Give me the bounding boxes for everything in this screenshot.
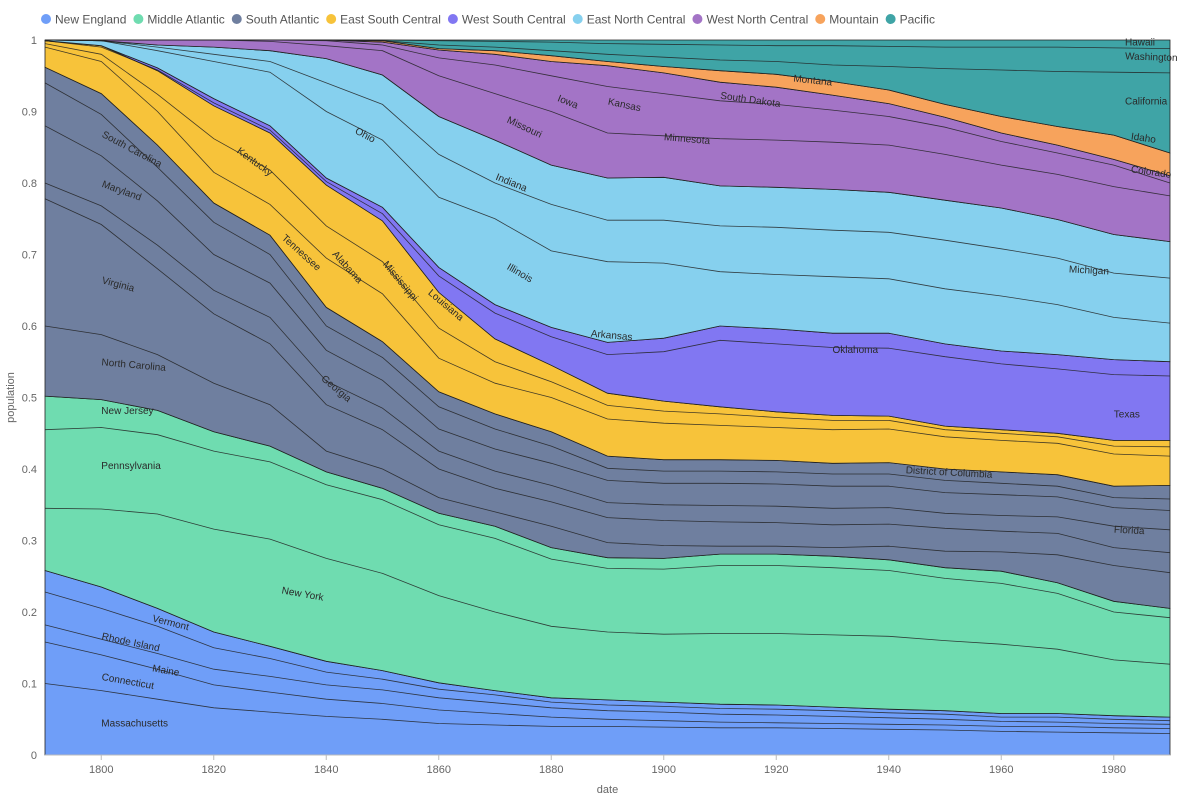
legend-label: New England (55, 13, 126, 27)
legend-label: West South Central (462, 13, 566, 27)
state-line-1 (44, 683, 1171, 734)
y-tick-label: 0 (31, 750, 37, 762)
label-district-of-columbia: District of Columbia (905, 465, 993, 481)
y-tick-label: 0.9 (22, 107, 37, 119)
legend-item-mountain[interactable]: Mountain (815, 13, 879, 27)
x-tick-label: 1840 (314, 764, 338, 776)
label-michigan: Michigan (1069, 264, 1110, 277)
x-tick-label: 1900 (652, 764, 676, 776)
legend-item-new-england[interactable]: New England (41, 13, 126, 27)
state-line-15 (44, 39, 1171, 324)
y-tick-label: 0.8 (22, 178, 37, 190)
state-line-10 (44, 125, 1171, 511)
state-line-6 (44, 427, 1171, 619)
label-montana: Montana (793, 74, 833, 89)
label-florida: Florida (1114, 525, 1146, 538)
legend-swatch (447, 14, 458, 24)
legend-label: West North Central (706, 13, 808, 27)
state-line-11 (44, 82, 1171, 500)
x-tick-label: 1960 (989, 764, 1013, 776)
label-california: California (1125, 96, 1168, 107)
label-washington: Washington (1125, 51, 1178, 64)
state-line-2 (44, 641, 1171, 729)
legend-swatch (815, 14, 826, 24)
label-oklahoma: Oklahoma (833, 345, 879, 356)
label-new-jersey: New Jersey (101, 406, 153, 417)
state-line-16 (44, 39, 1171, 279)
label-massachusetts: Massachusetts (101, 718, 168, 729)
area-pacific (45, 39, 1171, 154)
label-idaho: Idaho (1130, 131, 1157, 145)
legend-swatch (41, 14, 51, 24)
x-tick-label: 1860 (427, 764, 451, 776)
legend-swatch (133, 14, 144, 24)
legend-swatch (692, 14, 703, 24)
legend-item-east-south-central[interactable]: East South Central (326, 13, 441, 27)
y-axis: 0 0.1 0.2 0.3 0.4 0.5 0.6 0.7 0.8 0.9 1 (22, 35, 37, 762)
legend-label: South Atlantic (246, 13, 319, 27)
x-axis: 1800 1820 1840 1860 1880 1900 1920 1940 1960 1980 (45, 754, 1170, 776)
state-line-7 (44, 325, 1171, 574)
x-tick-label: 1980 (1102, 764, 1126, 776)
legend-label: Middle Atlantic (147, 13, 224, 27)
x-axis-title: date (597, 784, 618, 796)
legend-item-west-north-central[interactable]: West North Central (692, 13, 808, 27)
x-tick-label: 1880 (539, 764, 563, 776)
legend-item-south-atlantic[interactable]: South Atlantic (231, 13, 319, 27)
x-tick-label: 1800 (89, 764, 113, 776)
state-line-4 (44, 591, 1171, 722)
label-minnesota: Minnesota (664, 132, 711, 147)
legend-label: East South Central (340, 13, 441, 27)
legend-item-pacific[interactable]: Pacific (885, 13, 935, 27)
state-line-13 (44, 43, 1171, 448)
state-line-8 (44, 198, 1171, 554)
label-pennsylvania: Pennsylvania (101, 461, 161, 472)
legend-label: East North Central (587, 13, 686, 27)
y-tick-label: 0.1 (22, 679, 37, 691)
state-line-14 (44, 40, 1171, 377)
y-tick-label: 0.4 (22, 464, 37, 476)
legend-swatch (885, 14, 896, 24)
legend-swatch (231, 14, 242, 24)
x-tick-label: 1940 (877, 764, 901, 776)
y-tick-label: 0.2 (22, 607, 37, 619)
state-line-3 (44, 624, 1171, 725)
legend-label: Mountain (829, 13, 878, 27)
state-line-12 (44, 46, 1171, 457)
legend-item-east-north-central[interactable]: East North Central (572, 13, 686, 27)
label-arkansas: Arkansas (590, 329, 632, 344)
legend-label: Pacific (900, 13, 935, 27)
legend: New England Middle Atlantic South Atlantic… (41, 13, 935, 27)
x-tick-label: 1820 (202, 764, 226, 776)
state-line-5 (44, 507, 1171, 665)
label-texas: Texas (1114, 410, 1140, 421)
y-tick-label: 0.5 (22, 393, 37, 405)
area-layers (44, 39, 1171, 756)
legend-swatch (326, 14, 337, 24)
y-tick-label: 0.7 (22, 250, 37, 262)
y-tick-label: 0.6 (22, 321, 37, 333)
y-axis-title: population (5, 372, 17, 423)
label-maine: Maine (151, 663, 180, 679)
state-boundary-lines (44, 39, 1171, 734)
x-tick-label: 1920 (764, 764, 788, 776)
label-hawaii: Hawaii (1125, 38, 1155, 49)
legend-swatch (572, 14, 583, 24)
state-line-9 (44, 182, 1171, 531)
state-line-20 (45, 39, 1171, 49)
y-tick-label: 0.3 (22, 536, 37, 548)
y-tick-label: 1 (31, 35, 37, 47)
state-line-17 (45, 39, 1171, 197)
legend-item-west-south-central[interactable]: West South Central (447, 13, 566, 27)
legend-item-middle-atlantic[interactable]: Middle Atlantic (133, 13, 225, 27)
